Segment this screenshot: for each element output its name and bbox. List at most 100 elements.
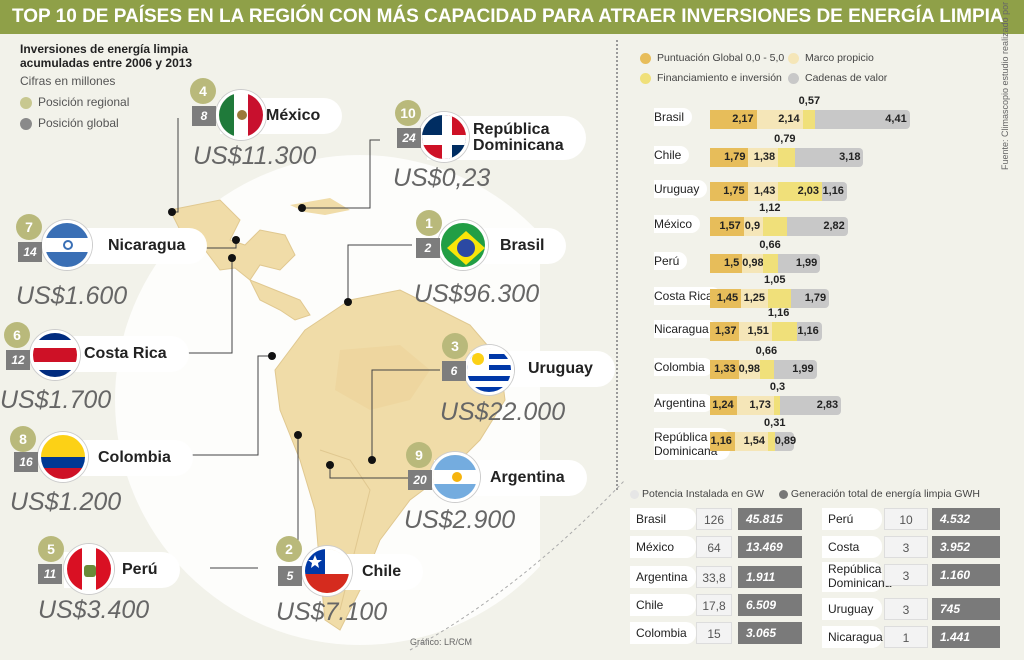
country-card-costa-rica: Costa Rica 6 12 bbox=[4, 322, 204, 380]
bar-segment: 2,14 bbox=[756, 110, 803, 129]
bar-value-label: 1,05 bbox=[764, 274, 786, 286]
table-country: México bbox=[630, 536, 696, 558]
global-dot-icon bbox=[20, 117, 32, 130]
table-gw-value: 3 bbox=[884, 536, 928, 558]
bar-segment: 1,16 bbox=[710, 432, 735, 451]
bar-segment: 1,25 bbox=[741, 289, 769, 308]
bar-segment: 0,98 bbox=[742, 254, 764, 273]
bar-segment bbox=[768, 432, 775, 451]
credit: Gráfico: LR/CM bbox=[410, 637, 473, 647]
legend-label: Puntuación Global 0,0 - 5,0 bbox=[657, 52, 785, 64]
global-position: 16 bbox=[14, 452, 38, 472]
regional-position: 10 bbox=[395, 100, 421, 126]
country-name-line2: Dominicana bbox=[473, 137, 564, 154]
bar-value-label: 0,3 bbox=[769, 381, 786, 393]
regional-position: 4 bbox=[190, 78, 216, 104]
uruguay-flag-icon bbox=[464, 345, 514, 395]
bar-value-label: 1,12 bbox=[759, 202, 781, 214]
investment-amount-uruguay: US$22.000 bbox=[440, 398, 566, 426]
table-country: Chile bbox=[630, 594, 696, 616]
country-card-dominican-republic: República Dominicana 10 24 bbox=[395, 100, 595, 162]
table-country: Colombia bbox=[630, 622, 696, 644]
intro-block: Inversiones de energía limpia acumuladas… bbox=[20, 42, 260, 130]
dominican-republic-flag-icon bbox=[419, 112, 469, 162]
source-note: Fuente: Climascopio estudio realizado po… bbox=[1000, 0, 1010, 170]
bar-segment: 4,41 bbox=[814, 110, 910, 129]
table-gwh-value: 745 bbox=[932, 598, 1000, 620]
table-country-line1: República bbox=[828, 562, 882, 576]
regional-position: 3 bbox=[442, 333, 468, 359]
table-legend: Potencia Instalada en GW Generación tota… bbox=[630, 488, 980, 500]
table-country: Brasil bbox=[630, 508, 696, 530]
bar-segment: 2,03 bbox=[778, 182, 822, 201]
regional-position: 5 bbox=[38, 536, 64, 562]
bar-segment: 1,73 bbox=[736, 396, 774, 415]
bar-segment: 1,33 bbox=[710, 360, 739, 379]
marco-dot-icon bbox=[788, 52, 799, 64]
table-gwh-value: 6.509 bbox=[738, 594, 802, 616]
bar-segment: 1,43 bbox=[747, 182, 779, 201]
table-country: Perú bbox=[822, 508, 882, 530]
country-card-peru: Perú 5 11 bbox=[36, 536, 226, 594]
table-gw-value: 3 bbox=[884, 564, 928, 586]
table-country: Nicaragua bbox=[822, 626, 883, 648]
country-card-brazil: Brasil 1 2 bbox=[412, 210, 592, 270]
regional-dot-icon bbox=[20, 96, 32, 109]
table-gw-value: 33,8 bbox=[696, 566, 732, 588]
regional-position: 2 bbox=[276, 536, 302, 562]
investment-amount-dominican-republic: US$0,23 bbox=[393, 164, 491, 192]
bar-segment: 1,38 bbox=[748, 148, 779, 167]
legend-regional-label: Posición regional bbox=[38, 95, 130, 109]
bar-segment bbox=[759, 360, 774, 379]
country-card-uruguay: Uruguay 3 6 bbox=[440, 333, 620, 395]
regional-position: 8 bbox=[10, 426, 36, 452]
table-gwh-value: 3.952 bbox=[932, 536, 1000, 558]
country-card-chile: Chile 2 5 bbox=[276, 536, 456, 596]
bar-segment: 1,51 bbox=[739, 322, 772, 341]
table-gwh-value: 45.815 bbox=[738, 508, 802, 530]
country-name-line1: República bbox=[473, 121, 550, 138]
investment-amount-brazil: US$96.300 bbox=[414, 280, 540, 308]
table-gwh-value: 4.532 bbox=[932, 508, 1000, 530]
bar-segment: 2,17 bbox=[710, 110, 757, 129]
bar-category-label: Chile bbox=[654, 146, 690, 164]
global-position: 24 bbox=[397, 128, 421, 148]
legend-item: Financiamiento e inversión bbox=[640, 72, 782, 84]
bar-segment bbox=[802, 110, 815, 129]
bar-segment: 1,79 bbox=[710, 148, 749, 167]
regional-position: 1 bbox=[416, 210, 442, 236]
legend-label: Cadenas de valor bbox=[805, 72, 888, 84]
legend-global-label: Posición global bbox=[38, 116, 119, 130]
legend-gwh-label: Generación total de energía limpia GWH bbox=[790, 488, 981, 500]
investment-amount-argentina: US$2.900 bbox=[404, 506, 516, 534]
investment-amount-costa-rica: US$1.700 bbox=[0, 386, 112, 414]
global-position: 8 bbox=[192, 106, 216, 126]
table-gwh-value: 1.911 bbox=[738, 566, 802, 588]
colombia-flag-icon bbox=[38, 432, 88, 482]
global-position: 5 bbox=[278, 566, 302, 586]
table-gw-value: 64 bbox=[696, 536, 732, 558]
regional-position: 9 bbox=[406, 442, 432, 468]
investment-amount-nicaragua: US$1.600 bbox=[16, 282, 128, 310]
legend-gw-label: Potencia Instalada en GW bbox=[642, 488, 764, 500]
global-position: 6 bbox=[442, 361, 466, 381]
bar-segment: 2,83 bbox=[780, 396, 842, 415]
country-card-argentina: Argentina 9 20 bbox=[404, 442, 594, 502]
units-label: Cifras en millones bbox=[20, 74, 116, 88]
legend-item: Puntuación Global 0,0 - 5,0 bbox=[640, 52, 784, 64]
investment-amount-peru: US$3.400 bbox=[38, 596, 150, 624]
country-card-nicaragua: Nicaragua 7 14 bbox=[14, 214, 214, 270]
regional-position: 6 bbox=[4, 322, 30, 348]
bar-category-label: México bbox=[654, 215, 701, 233]
global-position: 12 bbox=[6, 350, 30, 370]
table-country-line2: Dominicana bbox=[828, 576, 892, 590]
bar-segment: 2,82 bbox=[787, 217, 848, 236]
global-position: 14 bbox=[18, 242, 42, 262]
table-gw-value: 126 bbox=[696, 508, 732, 530]
bar-segment: 1,37 bbox=[710, 322, 740, 341]
legend-item: Cadenas de valor bbox=[788, 72, 887, 84]
legend-label: Financiamiento e inversión bbox=[657, 72, 782, 84]
table-gw-value: 17,8 bbox=[696, 594, 732, 616]
legend-item: Marco propicio bbox=[788, 52, 874, 64]
